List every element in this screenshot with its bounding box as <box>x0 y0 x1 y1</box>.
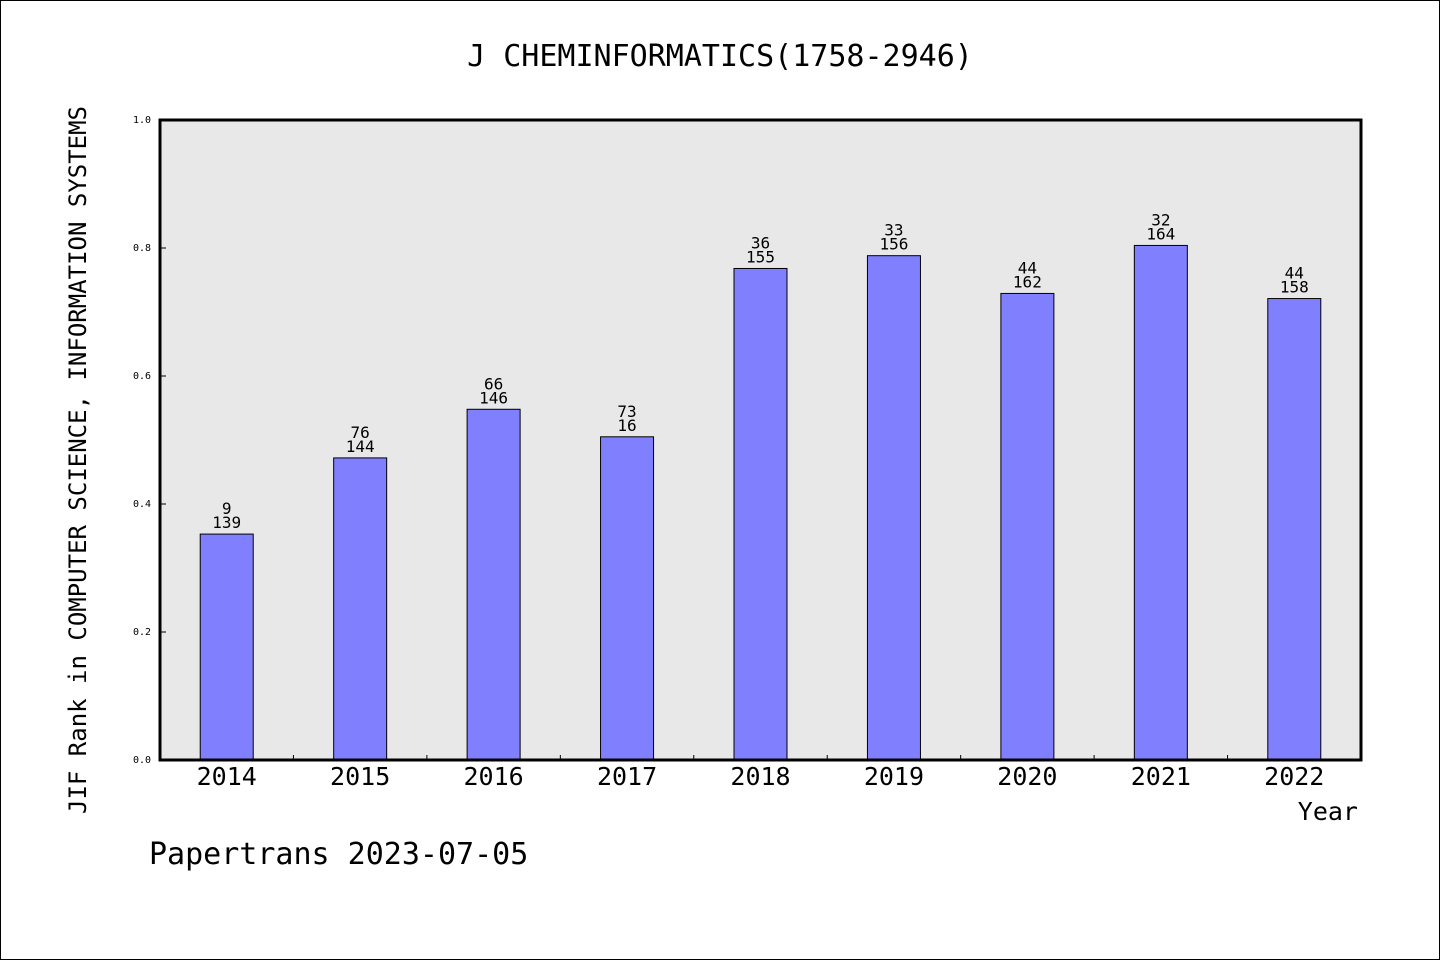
bar-total-label: 158 <box>1280 278 1309 297</box>
bar-2017 <box>600 436 655 761</box>
y-axis-label: JIF Rank in COMPUTER SCIENCE, INFORMATIO… <box>64 106 92 814</box>
bar-rank-label: 76 <box>351 423 370 442</box>
chart-title: J CHEMINFORMATICS(1758-2946) <box>467 39 973 74</box>
x-axis-ticks: 2014 2015 2016 2017 2018 2019 2020 2021 2022 <box>197 755 1324 791</box>
x-tick-label: 2022 <box>1264 762 1324 791</box>
y-tick-label: 0.8 <box>133 243 151 254</box>
y-tick-label: 0.2 <box>133 627 151 638</box>
bar-total-label: 146 <box>479 388 508 407</box>
plot-border <box>158 118 1363 762</box>
x-tick-label: 2021 <box>1131 762 1191 791</box>
x-tick-label: 2020 <box>997 762 1057 791</box>
bar-2016 <box>466 408 521 761</box>
bar-2022 <box>1267 298 1322 761</box>
x-tick-label: 2018 <box>730 762 790 791</box>
bar-total-label: 16 <box>617 416 636 435</box>
x-tick-label: 2017 <box>597 762 657 791</box>
bar-labels-group: 9139761446614673163615533156441623216444… <box>212 210 1308 532</box>
bar-2018 <box>733 267 788 761</box>
x-tick-label: 2016 <box>464 762 524 791</box>
x-tick-label: 2019 <box>864 762 924 791</box>
x-axis-label: Year <box>1298 797 1358 826</box>
bar-rank-label: 9 <box>222 499 232 518</box>
y-tick-label: 0.6 <box>133 371 151 382</box>
watermark: Papertrans 2023-07-05 <box>149 837 528 872</box>
bar-rank-label: 73 <box>617 402 636 421</box>
bar-2019 <box>866 255 921 761</box>
bar-rank-label: 32 <box>1151 210 1170 229</box>
x-tick-label: 2015 <box>330 762 390 791</box>
bar-total-label: 164 <box>1146 224 1175 243</box>
bar-total-label: 162 <box>1013 272 1042 291</box>
bar-total-label: 156 <box>879 235 908 254</box>
y-tick-label: 1.0 <box>133 115 151 126</box>
bar-rank-label: 36 <box>751 233 770 252</box>
x-tick-label: 2014 <box>197 762 257 791</box>
bar-rank-label: 33 <box>884 221 903 240</box>
y-tick-label: 0.0 <box>133 755 151 766</box>
bar-2020 <box>1000 292 1055 761</box>
bars-group <box>199 244 1322 761</box>
bar-2015 <box>333 457 388 761</box>
bar-total-label: 155 <box>746 247 775 266</box>
bar-rank-label: 44 <box>1285 264 1304 283</box>
bar-rank-label: 66 <box>484 374 503 393</box>
y-tick-label: 0.4 <box>133 499 151 510</box>
bar-rank-label: 44 <box>1018 258 1037 277</box>
bar-total-label: 144 <box>346 437 375 456</box>
bar-2014 <box>199 533 254 761</box>
bar-2021 <box>1133 244 1188 761</box>
bar-total-label: 139 <box>212 513 241 532</box>
